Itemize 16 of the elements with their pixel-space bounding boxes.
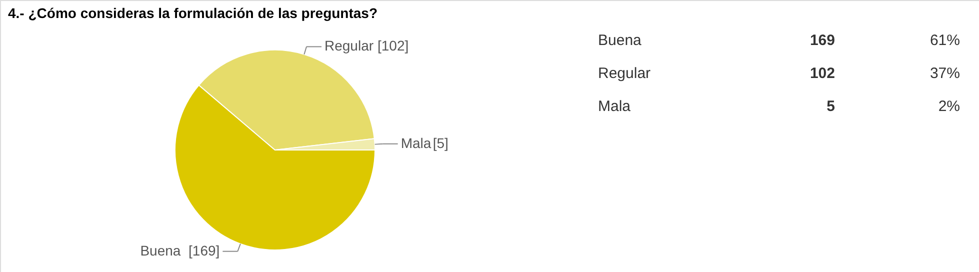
data-label: [102] [378,38,409,54]
text: 2% [938,98,960,115]
text: Buena [598,32,642,49]
text: 169 [810,32,835,49]
slice-label: Regular [324,38,374,54]
chart-title: 4.- ¿Cómo consideras la formulación de las preguntas? [8,5,378,21]
slice-label: Buena [140,242,181,258]
text: Mala [598,98,632,115]
text: Regular [598,65,651,82]
text: 5 [826,98,835,115]
slice-label: Mala [400,134,432,151]
text: 37% [930,65,960,82]
text: 61% [930,32,960,49]
data-label: [169] [188,242,220,258]
data-label: [5] [432,134,448,151]
text: 102 [810,65,835,82]
